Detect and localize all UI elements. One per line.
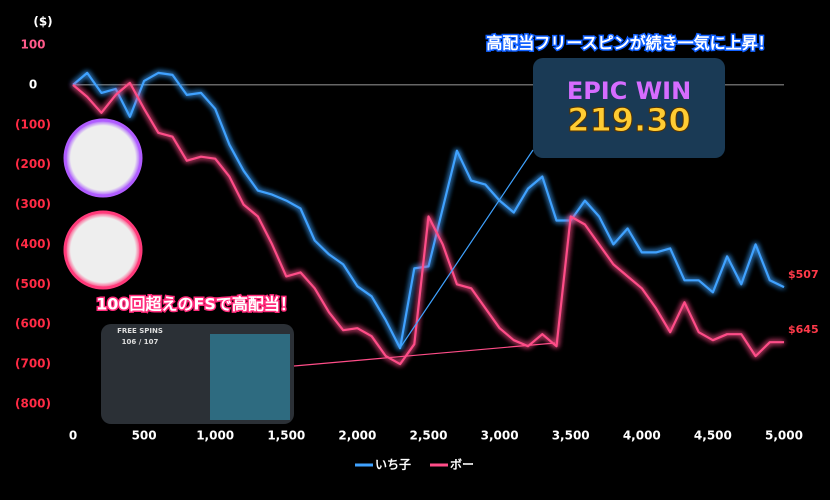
series-line (72, 81, 784, 366)
callout-line (399, 149, 534, 349)
y-tick-label: (600) (15, 317, 51, 331)
avatar (63, 210, 143, 290)
legend-label: ボー (450, 457, 474, 472)
y-tick-label: (700) (15, 357, 51, 371)
x-tick-label: 4,000 (623, 429, 661, 443)
lines (72, 71, 785, 366)
y-tick-label: (400) (15, 237, 51, 251)
y-tick-label: (200) (15, 157, 51, 171)
y-tick-label: 100 (20, 38, 45, 52)
callout-line (293, 342, 556, 367)
y-tick-label: 0 (29, 77, 37, 91)
annotation: 高配当フリースピンが続き一気に上昇！ (486, 34, 773, 53)
y-tick-label: (100) (15, 117, 51, 131)
end-label: $645 (788, 323, 819, 336)
y-unit-label: ($) (33, 15, 52, 29)
end-label: $507 (788, 268, 819, 281)
annotation: 100回超えのFSで高配当！ (96, 295, 296, 314)
x-tick-label: 3,000 (481, 429, 519, 443)
x-tick-label: 0 (69, 429, 77, 443)
x-tick-label: 1,000 (196, 429, 234, 443)
x-tick-label: 3,500 (552, 429, 590, 443)
x-tick-label: 5,000 (765, 429, 803, 443)
x-tick-label: 1,500 (267, 429, 305, 443)
legend-label: いち子 (375, 458, 411, 472)
x-tick-label: 500 (132, 429, 157, 443)
avatar (63, 118, 143, 198)
image-text: FREE SPINS (117, 327, 163, 335)
y-tick-label: (800) (15, 397, 51, 411)
x-tick-label: 4,500 (694, 429, 732, 443)
game-image (533, 58, 725, 158)
image-text: 106 / 107 (122, 338, 159, 346)
image-text: 219.30 (567, 101, 690, 139)
game-reel (210, 334, 290, 420)
series-line (72, 71, 785, 350)
y-tick-label: (300) (15, 197, 51, 211)
x-tick-label: 2,000 (338, 429, 376, 443)
image-text: EPIC WIN (567, 77, 691, 105)
x-tick-label: 2,500 (410, 429, 448, 443)
y-tick-label: (500) (15, 277, 51, 291)
